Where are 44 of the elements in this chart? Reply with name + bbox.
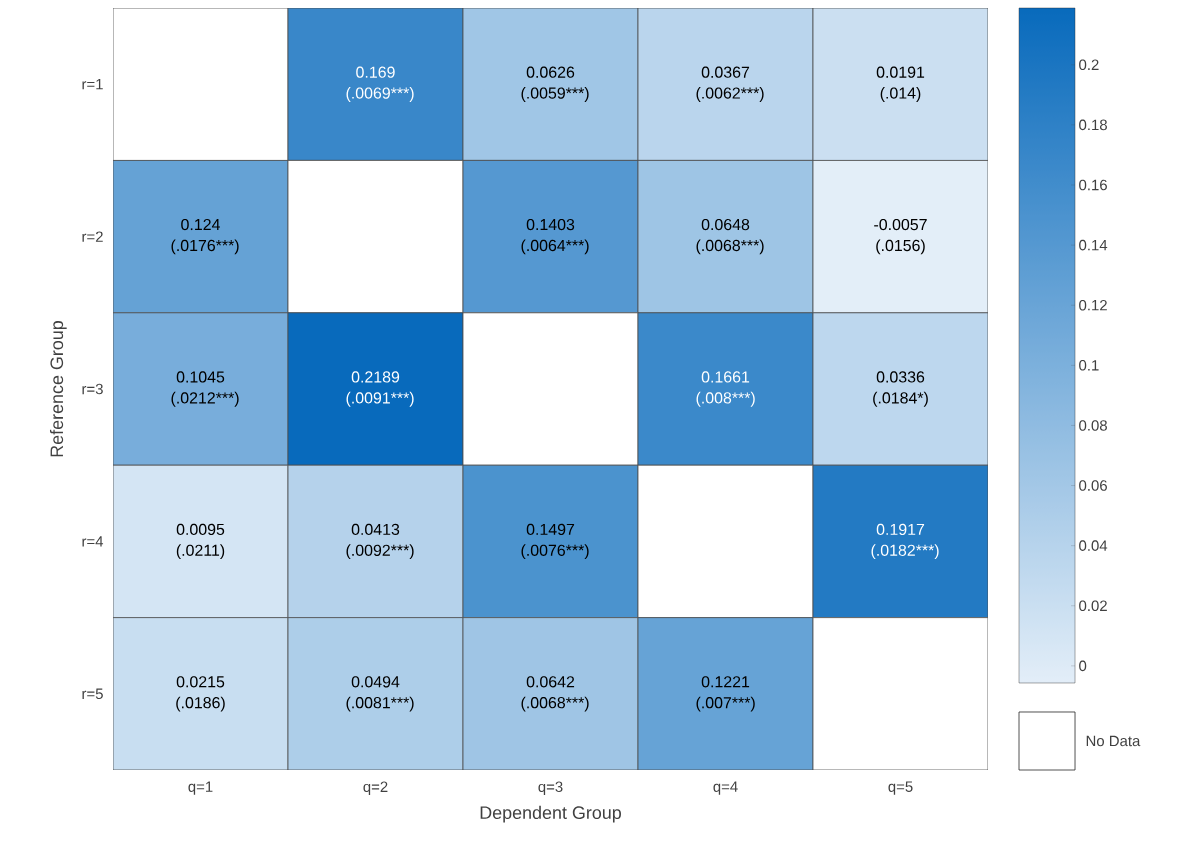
data-label: 0.0095 (.0211) (176, 523, 225, 560)
color-bar-label: 0.02 (1079, 600, 1107, 612)
y-tick-label: r=5 (82, 688, 103, 700)
color-bar-label: 0.16 (1079, 179, 1107, 191)
color-bar-label: 0.18 (1079, 119, 1107, 131)
color-bar-label: 0.12 (1079, 299, 1107, 311)
data-label: 0.1045 (.0212***) (171, 371, 239, 407)
data-label: 0.124 (.0176***) (171, 218, 239, 255)
x-tick-label: q=4 (713, 781, 738, 795)
y-tick-label: r=4 (82, 536, 104, 547)
color-bar-label: 0.2 (1079, 59, 1099, 71)
x-tick-label: q=1 (188, 781, 213, 795)
x-tick-label: q=5 (888, 781, 913, 795)
data-label: 0.1497 (.0076***) (521, 523, 589, 560)
data-label: 0.0648 (.0068***) (696, 218, 764, 255)
data-label: 0.0642 (.0068***) (521, 676, 589, 712)
color-bar-label: 0.06 (1079, 480, 1107, 491)
x-tick-label: q=3 (538, 781, 563, 796)
data-label: 0.1403 (.0064***) (521, 218, 589, 255)
color-bar-label: 0.08 (1079, 420, 1107, 431)
x-axis-title: Dependent Group (480, 805, 621, 823)
color-bar-label: 0.1 (1079, 360, 1099, 371)
y-tick-label: r=3 (82, 383, 103, 395)
data-label: 0.0626 (.0059***) (521, 66, 589, 102)
color-bar-label: 0.04 (1079, 540, 1108, 551)
data-label: 0.0367 (.0062***) (696, 66, 764, 102)
data-label: 0.0336 (.0184*) (873, 371, 928, 407)
data-label: 0.1221 (.007***) (696, 676, 755, 712)
data-label: 0.0191 (.014) (876, 66, 925, 102)
data-label: 0.2189 (.0091***) (346, 371, 414, 407)
text: No Data (1086, 735, 1141, 747)
data-label: 0.0215 (.0186) (176, 676, 225, 712)
data-label: 0.0494 (.0081***) (346, 676, 414, 712)
data-label: -0.0057 (.0156) (874, 218, 927, 255)
data-label: 0.169 (.0069***) (346, 66, 414, 102)
y-tick-label: r=1 (82, 79, 103, 90)
data-label: 0.0413 (.0092***) (346, 523, 414, 560)
color-bar-label: 0 (1079, 660, 1087, 672)
y-tick-label: r=2 (82, 231, 103, 242)
color-bar-label: 0.14 (1079, 239, 1108, 251)
data-label: 0.1661 (.008***) (696, 371, 755, 407)
data-label: 0.1917 (.0182***) (871, 523, 939, 560)
y-axis-title: Reference Group (49, 321, 67, 457)
x-tick-label: q=2 (363, 781, 388, 796)
